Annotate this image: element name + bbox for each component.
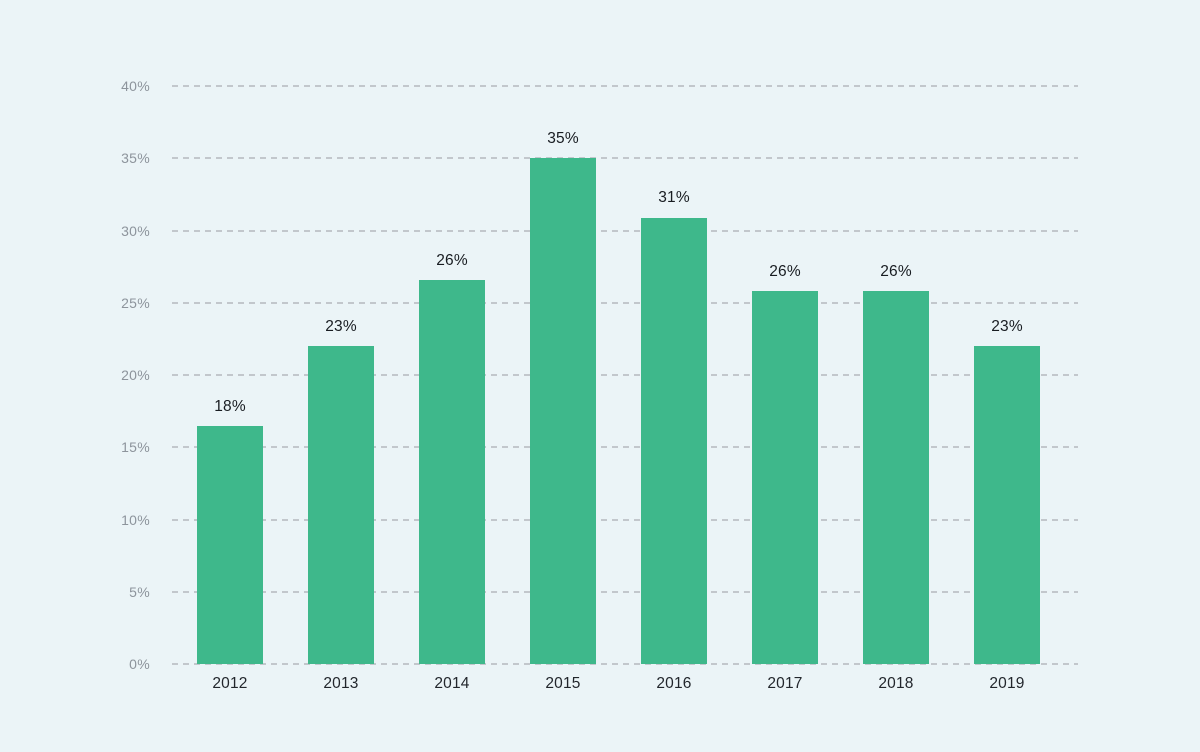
x-tick-label-2016: 2016 xyxy=(656,675,692,692)
y-tick-label-40pct: 40% xyxy=(121,78,150,94)
bar-2012 xyxy=(197,425,263,664)
x-tick-label-2017: 2017 xyxy=(767,675,803,692)
bar-value-label-2015: 35% xyxy=(547,130,579,148)
bar-2016 xyxy=(641,217,707,664)
gridline-5pct xyxy=(172,590,1078,593)
y-tick-label-30pct: 30% xyxy=(121,222,150,239)
gridline-0pct xyxy=(172,663,1078,665)
plot-area xyxy=(172,85,1078,665)
bar-2014 xyxy=(419,279,485,664)
bar-value-label-2016: 31% xyxy=(658,189,690,207)
bar-value-label-2013: 23% xyxy=(325,318,357,336)
gridline-35pct xyxy=(172,157,1078,160)
y-tick-label-35pct: 35% xyxy=(121,150,150,167)
y-tick-label-10pct: 10% xyxy=(121,511,150,528)
bar-value-label-2017: 26% xyxy=(769,263,801,281)
x-tick-label-2013: 2013 xyxy=(323,675,359,692)
gridline-20pct xyxy=(172,374,1078,376)
x-tick-label-2019: 2019 xyxy=(989,675,1025,692)
bar-2017 xyxy=(752,291,818,664)
y-tick-label-5pct: 5% xyxy=(129,583,150,600)
bar-2013 xyxy=(308,346,374,664)
bar-value-label-2019: 23% xyxy=(991,318,1023,336)
gridline-25pct xyxy=(172,301,1078,304)
bar-value-label-2012: 18% xyxy=(214,397,246,415)
x-tick-label-2015: 2015 xyxy=(545,675,581,692)
bar-2019 xyxy=(974,346,1040,664)
gridline-10pct xyxy=(172,518,1078,521)
x-tick-label-2018: 2018 xyxy=(878,675,914,692)
gridline-15pct xyxy=(172,446,1078,449)
gridline-30pct xyxy=(172,229,1078,232)
bar-value-label-2014: 26% xyxy=(436,251,468,269)
y-tick-label-20pct: 20% xyxy=(121,367,150,383)
bar-2015 xyxy=(530,158,596,664)
bar-2018 xyxy=(863,291,929,664)
x-tick-label-2014: 2014 xyxy=(434,675,470,692)
x-tick-label-2012: 2012 xyxy=(212,675,248,692)
y-tick-label-15pct: 15% xyxy=(121,439,150,456)
gridline-40pct xyxy=(172,85,1078,87)
bar-value-label-2018: 26% xyxy=(880,263,912,281)
y-tick-label-25pct: 25% xyxy=(121,294,150,311)
y-tick-label-0pct: 0% xyxy=(129,656,150,672)
